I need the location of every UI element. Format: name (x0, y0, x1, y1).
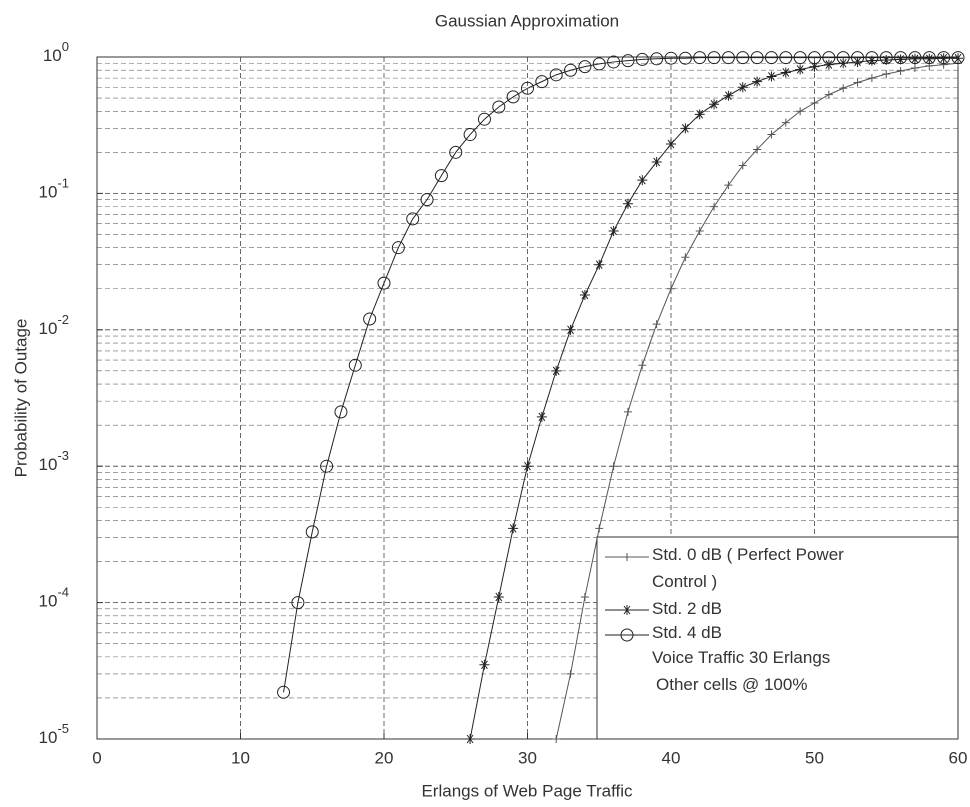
legend-label: Std. 4 dB (652, 622, 952, 644)
y-tick-exponent: -4 (57, 585, 69, 600)
y-tick-exponent: 0 (62, 39, 69, 54)
y-tick-base: 10 (39, 456, 58, 475)
y-tick-exponent: -3 (57, 449, 69, 464)
y-tick-base: 10 (39, 183, 58, 202)
x-tick-label: 20 (375, 748, 394, 767)
y-tick-base: 10 (39, 592, 58, 611)
x-tick-label: 10 (231, 748, 250, 767)
x-tick-label: 60 (949, 748, 968, 767)
x-tick-label: 0 (92, 748, 101, 767)
y-tick-exponent: -5 (57, 721, 69, 736)
chart: Gaussian Approximation Erlangs of Web Pa… (0, 0, 970, 807)
y-tick-exponent: -2 (57, 312, 69, 327)
legend-label: Std. 2 dB (652, 595, 952, 622)
chart-title: Gaussian Approximation (435, 11, 619, 30)
y-tick-exponent: -1 (57, 176, 69, 191)
legend-entries: Std. 0 dB ( Perfect Power Control )Std. … (652, 541, 952, 698)
y-axis-label: Probability of Outage (11, 319, 30, 478)
x-tick-label: 40 (662, 748, 681, 767)
y-tick-base: 10 (39, 319, 58, 338)
y-tick-base: 10 (39, 728, 58, 747)
y-tick-base: 10 (43, 46, 62, 65)
legend-text: Std. 0 dB ( Perfect Power Control )Std. … (652, 541, 952, 741)
annotation: Voice Traffic 30 Erlangs (652, 644, 952, 671)
annotation: Other cells @ 100% (652, 671, 952, 698)
x-tick-label: 30 (518, 748, 537, 767)
x-axis-label: Erlangs of Web Page Traffic (421, 781, 633, 800)
legend-label: Std. 0 dB ( Perfect Power Control ) (652, 541, 872, 595)
x-tick-label: 50 (805, 748, 824, 767)
